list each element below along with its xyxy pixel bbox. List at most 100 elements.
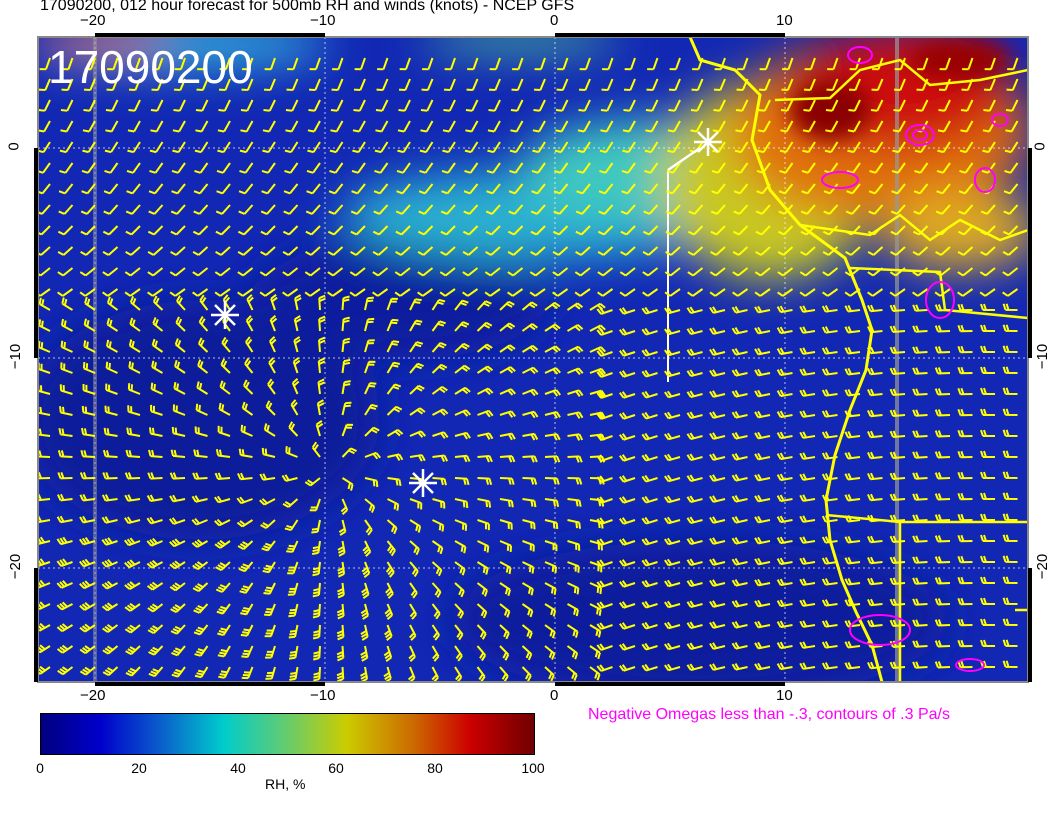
wind-barb — [354, 57, 366, 71]
wind-barb — [103, 427, 118, 437]
wind-barb — [799, 267, 816, 277]
wind-barb — [532, 141, 546, 154]
wind-barb — [1003, 183, 1019, 195]
wind-barb — [710, 246, 726, 256]
wind-barb — [38, 601, 51, 611]
wind-barb — [731, 558, 748, 566]
wind-barb — [361, 582, 370, 599]
wind-barb — [912, 246, 929, 256]
x-tick-bottom: −20 — [80, 687, 106, 704]
wind-barb — [871, 78, 884, 92]
wind-barb — [980, 366, 996, 375]
wind-barb — [260, 225, 276, 236]
wind-barb — [521, 666, 532, 682]
wind-barb — [454, 477, 470, 486]
wind-barb — [641, 579, 658, 588]
wind-barb — [691, 78, 704, 92]
wind-barb — [776, 305, 793, 314]
wind-barb — [522, 498, 537, 508]
wind-barb — [544, 323, 561, 332]
wind-barb — [150, 99, 164, 112]
wind-barb — [106, 318, 119, 332]
wind-barb — [341, 295, 350, 311]
wind-barb — [619, 391, 636, 399]
wind-barb — [219, 380, 231, 395]
wind-barb — [776, 557, 793, 566]
wind-barb — [364, 451, 381, 460]
wind-barb — [466, 78, 479, 92]
wind-barb — [82, 141, 96, 154]
wind-barb — [600, 120, 614, 133]
wind-barb — [467, 57, 479, 71]
wind-barb — [191, 517, 208, 526]
wind-barb — [102, 225, 119, 236]
wind-barb — [980, 618, 996, 627]
wind-barb — [641, 348, 658, 357]
wind-barb — [709, 369, 726, 377]
wind-barb — [173, 99, 186, 112]
wind-barb — [957, 246, 974, 256]
wind-barb — [621, 162, 636, 174]
wind-barb — [912, 577, 928, 585]
wind-barb — [980, 471, 996, 480]
wind-barb — [173, 382, 186, 395]
wind-barb — [291, 378, 300, 395]
wind-barb — [454, 386, 471, 395]
wind-barb — [596, 559, 613, 567]
wind-barb — [959, 162, 974, 174]
wind-barb — [575, 246, 591, 256]
wind-barb — [241, 78, 254, 92]
wind-barb — [147, 246, 164, 256]
wind-barb — [170, 449, 186, 458]
wind-barb — [284, 519, 299, 532]
wind-barb — [867, 246, 884, 256]
wind-barb — [499, 322, 516, 332]
wind-barb — [372, 288, 389, 297]
wind-barb — [292, 357, 301, 374]
wind-barb — [731, 621, 748, 629]
wind-barb — [127, 383, 141, 395]
wind-barb — [171, 183, 186, 195]
wind-barb — [79, 536, 96, 546]
wind-barb — [575, 225, 591, 236]
wind-barb — [317, 378, 325, 395]
wind-barb — [431, 540, 444, 555]
wind-barb — [364, 339, 375, 353]
wind-barb — [146, 581, 164, 591]
wind-barb — [477, 519, 490, 531]
wind-barb — [442, 141, 456, 154]
wind-barb — [432, 454, 449, 463]
wind-barb — [620, 225, 636, 236]
wind-barb — [801, 183, 816, 195]
wind-barb — [102, 472, 118, 480]
wind-barb — [848, 78, 861, 92]
wind-barb — [934, 619, 951, 627]
map-title: 17090200, 012 hour forecast for 500mb RH… — [40, 0, 575, 14]
wind-barb — [241, 645, 254, 658]
wind-barb — [867, 493, 883, 502]
wind-barb — [38, 450, 51, 458]
wind-barb — [799, 305, 816, 313]
wind-barb — [821, 599, 838, 607]
wind-barb — [508, 204, 524, 215]
wind-barb — [957, 366, 973, 375]
wind-barb — [128, 361, 141, 374]
wind-barb — [867, 367, 883, 376]
wind-barb — [240, 99, 254, 112]
wind-barb — [913, 183, 929, 195]
wind-barb — [619, 288, 636, 297]
wind-barb — [821, 389, 838, 397]
wind-barb — [350, 246, 366, 256]
wind-barb — [889, 346, 906, 354]
wind-barb — [102, 666, 119, 677]
wind-barb — [57, 493, 73, 502]
colorbar-tick: 80 — [427, 760, 443, 776]
wind-barb — [409, 561, 419, 578]
wind-barb — [799, 536, 816, 544]
wind-barb — [170, 246, 186, 256]
wind-barb — [1002, 450, 1018, 458]
wind-barb — [409, 582, 418, 599]
wind-barb — [268, 357, 276, 374]
wind-barb — [431, 298, 446, 311]
wind-barb — [799, 452, 816, 460]
